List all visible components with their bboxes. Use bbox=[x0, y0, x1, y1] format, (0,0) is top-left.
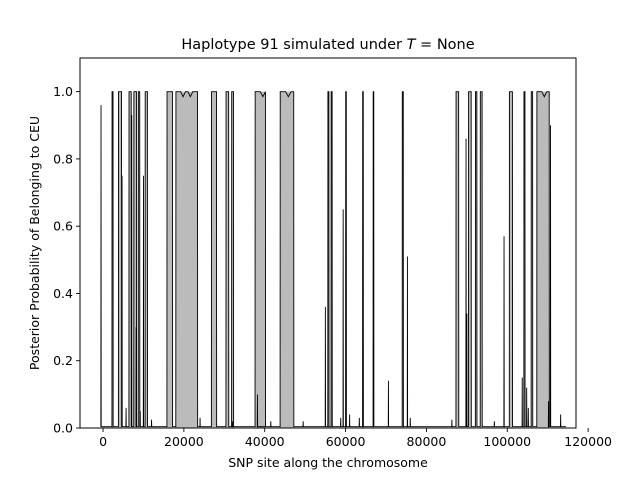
x-axis-label: SNP site along the chromosome bbox=[228, 455, 428, 470]
plot-area bbox=[100, 91, 566, 428]
ceu-block-0 bbox=[111, 91, 114, 428]
ceu-block-20 bbox=[468, 91, 472, 428]
ceu-block-23 bbox=[509, 91, 513, 428]
ceu-block-22 bbox=[480, 91, 483, 428]
ceu-block-7 bbox=[175, 91, 198, 428]
ceu-block-1 bbox=[118, 91, 122, 428]
x-tick-label: 120000 bbox=[564, 434, 612, 449]
y-axis-ticks: 0.0 0.2 0.4 0.6 0.8 1.0 bbox=[53, 84, 80, 436]
x-axis-ticks: 0 20000 40000 60000 80000 100000 120000 bbox=[99, 428, 612, 449]
ceu-block-13 bbox=[327, 91, 330, 428]
y-tick-label: 0.4 bbox=[53, 286, 73, 301]
ceu-block-19 bbox=[455, 91, 459, 428]
ceu-block-18 bbox=[402, 91, 404, 428]
ceu-block-12 bbox=[280, 91, 294, 428]
posterior-line bbox=[100, 91, 566, 428]
x-tick-label: 100000 bbox=[483, 434, 531, 449]
y-tick-label: 1.0 bbox=[53, 84, 73, 99]
ceu-block-21 bbox=[475, 91, 477, 428]
ceu-block-24 bbox=[523, 91, 526, 428]
ceu-block-8 bbox=[211, 91, 217, 428]
x-tick-label: 0 bbox=[99, 434, 107, 449]
ceu-block-10 bbox=[231, 91, 234, 428]
ceu-block-5 bbox=[145, 91, 148, 428]
y-tick-label: 0.6 bbox=[53, 219, 73, 234]
ceu-block-26 bbox=[536, 91, 550, 428]
x-tick-label: 40000 bbox=[245, 434, 285, 449]
y-tick-label: 0.8 bbox=[53, 151, 73, 166]
x-tick-label: 20000 bbox=[164, 434, 204, 449]
ceu-block-25 bbox=[531, 91, 533, 428]
ceu-block-6 bbox=[166, 91, 173, 428]
y-tick-label: 0.0 bbox=[53, 421, 73, 436]
y-tick-label: 0.2 bbox=[53, 353, 73, 368]
ceu-block-3 bbox=[133, 91, 137, 428]
ceu-block-4 bbox=[138, 91, 140, 428]
x-tick-label: 80000 bbox=[407, 434, 447, 449]
ceu-block-11 bbox=[255, 91, 266, 428]
axes-frame bbox=[79, 57, 577, 429]
ceu-block-9 bbox=[225, 91, 229, 428]
chart-title: Haplotype 91 simulated under T = None bbox=[181, 37, 474, 53]
ceu-block-14 bbox=[331, 91, 333, 428]
ceu-block-2 bbox=[128, 91, 132, 428]
x-tick-label: 60000 bbox=[326, 434, 366, 449]
y-axis-label: Posterior Probability of Belonging to CE… bbox=[27, 116, 42, 370]
